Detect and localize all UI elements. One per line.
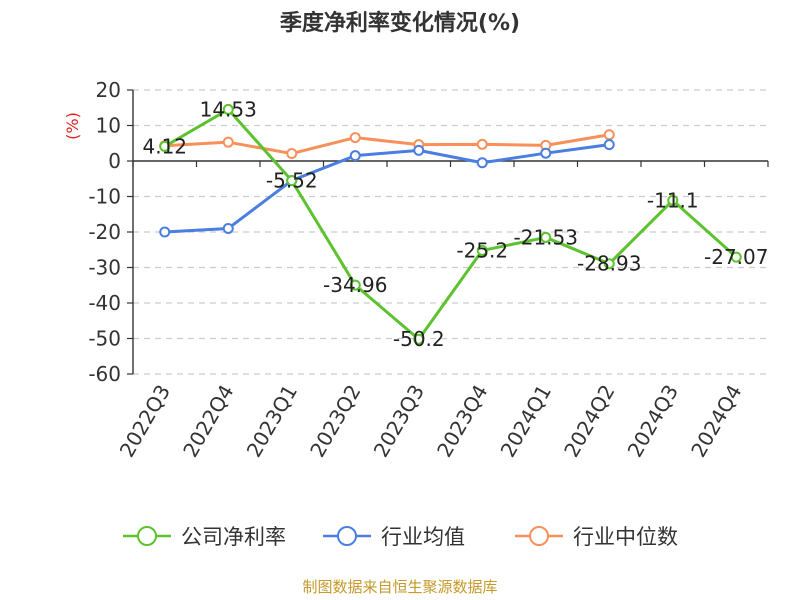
series-point-1[interactable]: [222, 222, 234, 234]
series-point-0[interactable]: [413, 333, 425, 345]
legend-marker: [529, 526, 549, 546]
series-point-1[interactable]: [603, 139, 615, 151]
series-layer: [159, 103, 742, 345]
data-label: -27.07: [704, 245, 768, 269]
legend-label: 行业均值: [381, 525, 465, 549]
y-tick-label: -40: [88, 291, 121, 315]
legend-item-0[interactable]: 公司净利率: [123, 525, 286, 549]
data-label: -50.2: [393, 327, 445, 351]
data-label: 4.12: [142, 134, 187, 158]
y-tick-label: -30: [88, 256, 121, 280]
series-point-0[interactable]: [603, 258, 615, 270]
data-label: -25.2: [456, 238, 508, 262]
x-tick-label: 2024Q1: [496, 381, 556, 462]
series-point-0[interactable]: [349, 279, 361, 291]
legend-marker: [337, 526, 357, 546]
data-label: -34.96: [323, 273, 387, 297]
source-footer: 制图数据来自恒生聚源数据库: [302, 578, 497, 596]
y-tick-label: -60: [88, 362, 121, 386]
x-tick-label: 2023Q1: [242, 381, 302, 462]
y-tick-label: 0: [108, 149, 121, 173]
series-point-0[interactable]: [730, 251, 742, 263]
series-point-2[interactable]: [603, 129, 615, 141]
legend[interactable]: 公司净利率 行业均值 行业中位数: [123, 525, 678, 549]
chart-title: 季度净利率变化情况(%): [280, 10, 520, 36]
legend-label: 公司净利率: [181, 525, 286, 549]
x-tick-label: 2023Q2: [305, 381, 365, 462]
y-axis-unit: (%): [63, 112, 82, 140]
legend-item-2[interactable]: 行业中位数: [515, 525, 678, 549]
series-point-2[interactable]: [286, 148, 298, 160]
legend-label: 行业中位数: [573, 525, 678, 549]
axes: [127, 89, 769, 375]
y-tick-label: 20: [96, 78, 121, 102]
x-tick-label: 2024Q3: [623, 381, 683, 462]
x-tick-label: 2024Q4: [686, 381, 746, 462]
legend-marker: [137, 526, 157, 546]
data-labels: 4.12 14.53 -5.52 -34.96 -50.2 -25.2-21.53 -28.…: [142, 97, 768, 351]
data-label: -11.1: [647, 188, 699, 212]
x-tick-label: 2022Q4: [178, 381, 238, 462]
series-point-2[interactable]: [349, 132, 361, 144]
data-label: -28.93: [577, 252, 641, 276]
series-point-0[interactable]: [667, 194, 679, 206]
series-point-0[interactable]: [286, 175, 298, 187]
series-line-1: [164, 143, 610, 234]
series-point-0[interactable]: [159, 140, 171, 152]
y-tick-labels: 20 10 0 -10 -20 -30 -40 -50 -60: [88, 78, 121, 386]
series-point-2[interactable]: [476, 138, 488, 150]
series-line-2: [164, 133, 610, 156]
y-tick-label: 10: [96, 114, 121, 138]
y-tick-label: -20: [88, 220, 121, 244]
series-point-1[interactable]: [349, 150, 361, 162]
x-tick-label: 2023Q4: [432, 381, 492, 462]
x-tick-label: 2022Q3: [115, 381, 175, 462]
y-tick-label: -50: [88, 327, 121, 351]
data-label: -5.52: [266, 169, 318, 193]
series-point-1[interactable]: [159, 226, 171, 238]
series-point-0[interactable]: [476, 244, 488, 256]
series-point-1[interactable]: [476, 157, 488, 169]
series-point-0[interactable]: [540, 231, 552, 243]
data-label: -21.53: [514, 225, 578, 249]
grid-lines: [133, 89, 768, 375]
series-point-0[interactable]: [222, 103, 234, 115]
x-tick-labels: 2022Q3 2022Q4 2023Q1 2023Q2 2023Q3 2023Q4 2024…: [115, 381, 747, 462]
series-point-1[interactable]: [540, 147, 552, 159]
legend-item-1[interactable]: 行业均值: [323, 525, 465, 549]
y-tick-label: -10: [88, 185, 121, 209]
x-tick-label: 2024Q2: [559, 381, 619, 462]
series-point-2[interactable]: [222, 136, 234, 148]
series-point-1[interactable]: [413, 144, 425, 156]
series-line-0: [163, 107, 738, 341]
data-label: 14.53: [200, 97, 257, 121]
x-tick-label: 2023Q3: [369, 381, 429, 462]
